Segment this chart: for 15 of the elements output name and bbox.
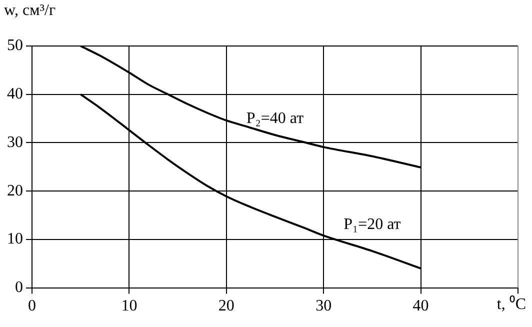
y-tick-label: 30 [7, 134, 23, 151]
x-tick-label: 30 [316, 298, 332, 315]
x-tick-label: 0 [28, 298, 36, 315]
x-tick-label: 10 [121, 298, 138, 315]
x-axis-title: t, ⁰C [496, 294, 526, 314]
x-tick-label: 20 [218, 298, 234, 315]
y-tick-label: 20 [7, 182, 23, 200]
y-tick-label: 0 [15, 279, 23, 296]
y-tick-label: 50 [7, 37, 23, 54]
x-tick-label: 40 [412, 298, 429, 315]
series-label: P₁=20 ат [344, 216, 401, 234]
series-label: P₂=40 ат [246, 110, 304, 128]
y-tick-label: 40 [7, 86, 23, 103]
y-axis-title: w, см³/г [4, 2, 56, 20]
y-tick-label: 10 [7, 230, 23, 248]
